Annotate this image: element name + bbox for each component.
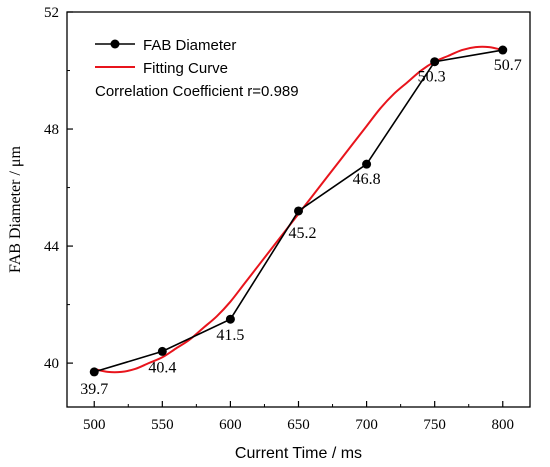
data-label: 46.8 (353, 171, 381, 188)
x-tick-label: 800 (492, 417, 515, 433)
data-label: 50.7 (494, 57, 522, 74)
y-tick-label: 52 (44, 5, 59, 21)
x-tick-label: 500 (83, 417, 106, 433)
x-axis-label: Current Time / ms (235, 445, 362, 462)
correlation-annotation: Correlation Coefficient r=0.989 (95, 83, 299, 100)
y-tick-label: 48 (44, 122, 59, 138)
x-tick-label: 700 (355, 417, 378, 433)
fab-diameter-point (430, 57, 440, 67)
y-axis-label: FAB Diameter / μm (7, 145, 24, 272)
fab-diameter-point (225, 314, 235, 324)
data-label: 41.5 (216, 327, 244, 344)
data-label: 45.2 (289, 225, 317, 242)
axis-ticks-layer: 500 550 600 650 700 750 800 40 44 48 52 (44, 5, 514, 433)
data-label: 40.4 (148, 359, 176, 376)
data-label: 39.7 (80, 381, 108, 398)
y-tick-label: 40 (44, 356, 59, 372)
data-labels-layer: 39.7 40.4 41.5 45.2 46.8 50.3 50.7 (80, 57, 522, 398)
fab-diameter-point (89, 367, 99, 377)
fab-diameter-point (498, 45, 508, 55)
fab-diameter-point (157, 346, 167, 356)
y-tick-label: 44 (44, 239, 60, 255)
x-tick-label: 550 (151, 417, 174, 433)
x-tick-label: 750 (423, 417, 446, 433)
data-label: 50.3 (418, 69, 446, 86)
fab-diameter-point (294, 206, 303, 216)
legend: FAB Diameter Fitting Curve Correlation C… (95, 37, 299, 100)
legend-label-fab-diameter: FAB Diameter (143, 37, 236, 54)
x-tick-label: 650 (287, 417, 310, 433)
fab-diameter-series-layer (89, 45, 508, 377)
fab-diameter-point (362, 159, 372, 169)
x-tick-label: 600 (219, 417, 242, 433)
legend-label-fitting-curve: Fitting Curve (143, 60, 228, 77)
legend-marker-fab-diameter (110, 39, 120, 49)
